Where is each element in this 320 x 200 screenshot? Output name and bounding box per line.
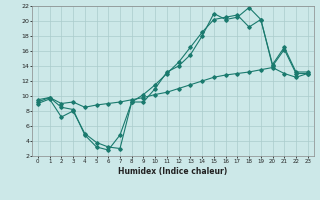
X-axis label: Humidex (Indice chaleur): Humidex (Indice chaleur) <box>118 167 228 176</box>
